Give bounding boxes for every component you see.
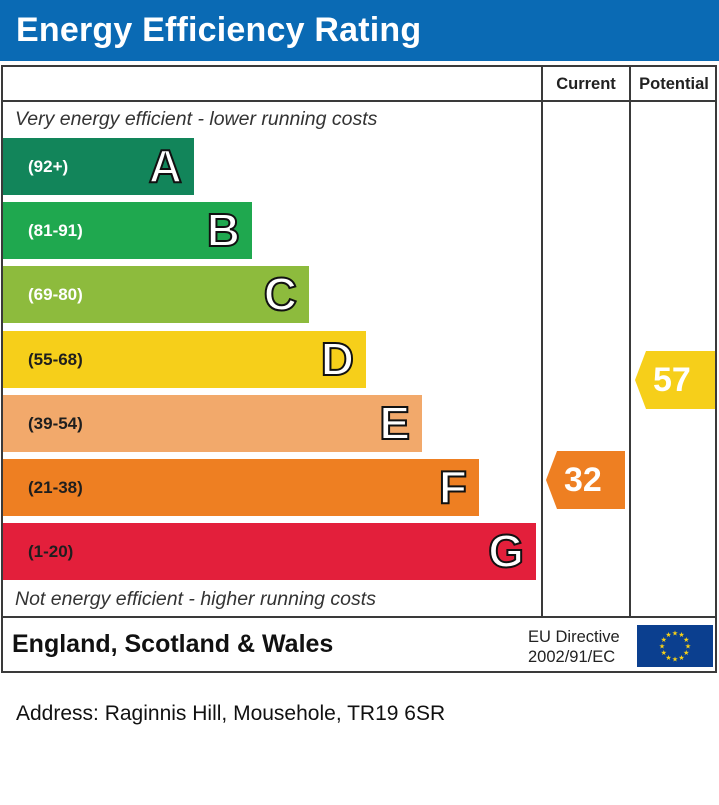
eu-directive: EU Directive 2002/91/EC — [528, 627, 620, 667]
header-divider — [1, 100, 717, 102]
eu-star-icon: ★ — [678, 654, 684, 662]
eu-star-icon: ★ — [661, 649, 667, 657]
band-a: (92+) A — [3, 138, 194, 195]
potential-rating-value: 57 — [653, 361, 691, 399]
title-bar: Energy Efficiency Rating — [0, 0, 719, 61]
eu-directive-line1: EU Directive — [528, 628, 620, 646]
band-range-label: (21-38) — [28, 478, 83, 497]
eu-star-icon: ★ — [672, 656, 678, 664]
band-range-label: (1-20) — [28, 542, 74, 561]
band-c: (69-80) C — [3, 266, 309, 323]
band-range-label: (55-68) — [28, 350, 83, 369]
eu-star-icon: ★ — [683, 649, 689, 657]
potential-rating-arrow: 57 — [635, 351, 715, 409]
band-d: (55-68) D — [3, 331, 366, 388]
eu-flag-icon: ★ ★ ★ ★ ★ ★ ★ ★ ★ ★ ★ ★ — [637, 625, 713, 667]
band-letter: E — [378, 396, 411, 450]
potential-rating-arrow-shape — [635, 351, 715, 409]
band-f: (21-38) F — [3, 459, 479, 516]
band-range-label: (69-80) — [28, 285, 83, 304]
band-letter: A — [148, 139, 183, 193]
band-letter: G — [487, 524, 525, 578]
eu-star-icon: ★ — [661, 636, 667, 644]
band-e: (39-54) E — [3, 395, 422, 452]
current-rating-arrow: 32 — [546, 451, 625, 509]
eu-star-icon: ★ — [659, 643, 665, 651]
rating-table — [1, 65, 717, 673]
eu-star-icon: ★ — [665, 654, 671, 662]
eu-directive-line2: 2002/91/EC — [528, 648, 616, 666]
current-column-divider — [541, 65, 543, 618]
current-rating-value: 32 — [564, 461, 602, 499]
eu-star-icon: ★ — [665, 631, 671, 639]
current-rating-arrow-shape — [546, 451, 625, 509]
eu-star-icon: ★ — [672, 630, 678, 638]
eu-star-icon: ★ — [685, 643, 691, 651]
eu-star-icon: ★ — [683, 636, 689, 644]
band-range-label: (92+) — [28, 157, 69, 176]
eu-stars-icon: ★ ★★★★★★★★★★★ — [659, 630, 691, 664]
band-letter: D — [320, 332, 355, 386]
inefficient-note: Not energy efficient - higher running co… — [15, 588, 376, 610]
current-header: Current — [556, 75, 616, 93]
band-b: (81-91) B — [3, 202, 252, 259]
address: Address: Raginnis Hill, Mousehole, TR19 … — [16, 702, 446, 725]
band-letter: B — [206, 203, 241, 257]
band-range-label: (39-54) — [28, 414, 83, 433]
band-range-label: (81-91) — [28, 221, 83, 240]
eu-star-icon: ★ — [678, 631, 684, 639]
efficient-note: Very energy efficient - lower running co… — [15, 108, 378, 130]
country-label: England, Scotland & Wales — [12, 630, 334, 658]
chart-title: Energy Efficiency Rating — [16, 11, 422, 49]
footer-divider — [1, 616, 717, 618]
potential-column-divider — [629, 65, 631, 618]
potential-header: Potential — [639, 75, 709, 93]
band-letter: C — [263, 267, 298, 321]
band-g: (1-20) G — [3, 523, 536, 580]
band-letter: F — [438, 460, 468, 514]
